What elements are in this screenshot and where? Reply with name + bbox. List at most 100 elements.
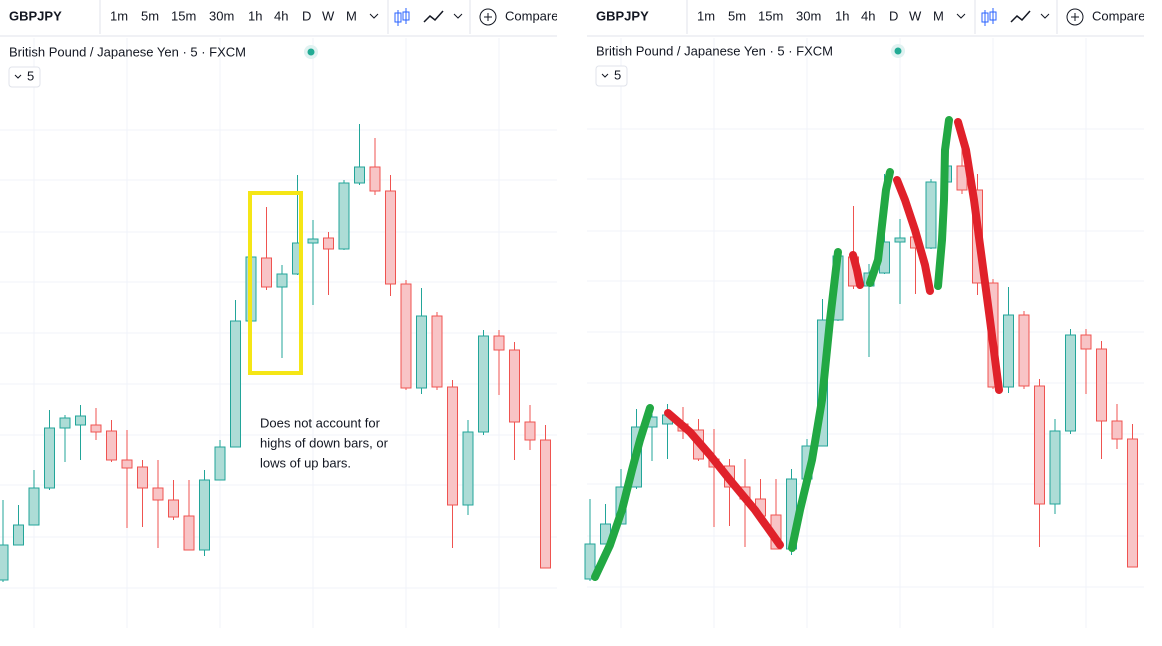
line-icon[interactable]: [1010, 10, 1031, 23]
interval-button[interactable]: 15m: [758, 8, 783, 23]
interval-button[interactable]: 4h: [274, 8, 288, 23]
candle-body: [1096, 348, 1107, 422]
candle-body: [323, 237, 334, 250]
candle-body: [230, 320, 241, 448]
interval-button[interactable]: 1h: [248, 8, 262, 23]
candle-body: [509, 349, 520, 423]
candle-body: [1018, 314, 1030, 387]
toolbar-cover: [557, 0, 587, 36]
candle-body: [152, 487, 164, 501]
status-dot: [307, 48, 315, 56]
dropdown-chevron[interactable]: [453, 13, 463, 19]
candle-body: [447, 386, 458, 506]
candle-body: [1003, 314, 1014, 388]
candle-body: [90, 424, 102, 433]
interval-button[interactable]: W: [909, 8, 922, 23]
candle-body: [478, 335, 489, 433]
candle-body: [354, 166, 365, 184]
badge-label: 5: [27, 68, 34, 83]
interval-button[interactable]: 30m: [796, 8, 821, 23]
candle-body: [416, 315, 427, 389]
badge-chevron: [14, 74, 22, 79]
candle-body: [307, 238, 319, 244]
symbol[interactable]: GBPJPY: [596, 8, 649, 23]
candle-body: [462, 431, 474, 506]
highlight-box: [248, 191, 303, 375]
candle-body: [369, 166, 381, 192]
candle-body: [261, 257, 272, 288]
candle-body: [44, 427, 55, 489]
candle-icon[interactable]: [981, 8, 997, 26]
interval-button[interactable]: D: [302, 8, 311, 23]
annotation: highs of down bars, or: [260, 435, 389, 450]
dropdown-chevron[interactable]: [956, 13, 966, 19]
candle-body: [540, 439, 551, 569]
candle-body: [137, 466, 148, 489]
badge-label: 5: [614, 67, 621, 82]
candle-body: [431, 315, 443, 388]
interval-badge[interactable]: [8, 66, 41, 88]
dropdown-chevron[interactable]: [1040, 13, 1050, 19]
candle-body: [214, 446, 226, 481]
interval-button[interactable]: W: [322, 8, 335, 23]
compare-button[interactable]: Compare: [505, 8, 558, 23]
badge-chevron: [601, 73, 609, 78]
candle-body: [1080, 334, 1092, 350]
interval-button[interactable]: M: [346, 8, 357, 23]
candle-body: [106, 430, 117, 461]
candle-body: [199, 479, 210, 551]
annotation: Does not account for: [260, 415, 381, 430]
dropdown-chevron[interactable]: [369, 13, 379, 19]
candle-body: [1034, 385, 1045, 505]
hand-drawn-stroke: [954, 118, 1003, 394]
candle-body: [0, 544, 9, 581]
compare-icon[interactable]: [1066, 8, 1084, 26]
candle-body: [75, 415, 86, 426]
interval-button[interactable]: 1m: [110, 8, 128, 23]
candle-body: [925, 181, 937, 249]
line-icon[interactable]: [423, 10, 444, 23]
annotation: lows of up bars.: [260, 455, 351, 470]
interval-button[interactable]: 5m: [728, 8, 746, 23]
compare-icon[interactable]: [479, 8, 497, 26]
candle-body: [493, 335, 505, 351]
hand-drawn-stroke: [664, 409, 784, 549]
candle-body: [400, 283, 412, 389]
status-dot: [894, 47, 902, 55]
interval-button[interactable]: 15m: [171, 8, 196, 23]
candle-body: [13, 524, 24, 546]
candle-body: [168, 499, 179, 518]
interval-button[interactable]: 30m: [209, 8, 234, 23]
interval-button[interactable]: 4h: [861, 8, 875, 23]
interval-button[interactable]: M: [933, 8, 944, 23]
chart-panel: GBPJPY 1m 5m 15m 30m 1h 4h D W M Compare British Po…: [0, 0, 587, 628]
symbol[interactable]: GBPJPY: [9, 8, 62, 23]
candle-body: [276, 273, 288, 288]
compare-icon: [484, 13, 492, 21]
candle-body: [1127, 438, 1138, 568]
interval-button[interactable]: 5m: [141, 8, 159, 23]
hand-drawn-stroke: [893, 176, 934, 295]
interval-badge[interactable]: [595, 65, 628, 87]
toolbar-cover: [1144, 0, 1162, 36]
candle-body: [183, 515, 195, 551]
hand-drawn-stroke: [866, 168, 894, 287]
candle-body: [524, 421, 536, 441]
candle-body: [1111, 420, 1123, 440]
candle-body: [385, 190, 396, 285]
interval-button[interactable]: 1m: [697, 8, 715, 23]
interval-button[interactable]: D: [889, 8, 898, 23]
candle-body: [1065, 334, 1076, 432]
interval-button[interactable]: 1h: [835, 8, 849, 23]
candle-body: [59, 417, 71, 429]
compare-icon: [1071, 13, 1079, 21]
hand-drawn-stroke: [849, 251, 864, 289]
compare-button[interactable]: Compare: [1092, 8, 1145, 23]
candle-icon[interactable]: [394, 8, 410, 26]
legend-title: British Pound / Japanese Yen · 5 · FXCM: [9, 44, 246, 59]
candle-body: [28, 487, 40, 526]
hand-drawn-stroke: [591, 404, 654, 581]
candle-body: [121, 459, 133, 469]
hand-drawn-stroke: [788, 248, 842, 552]
